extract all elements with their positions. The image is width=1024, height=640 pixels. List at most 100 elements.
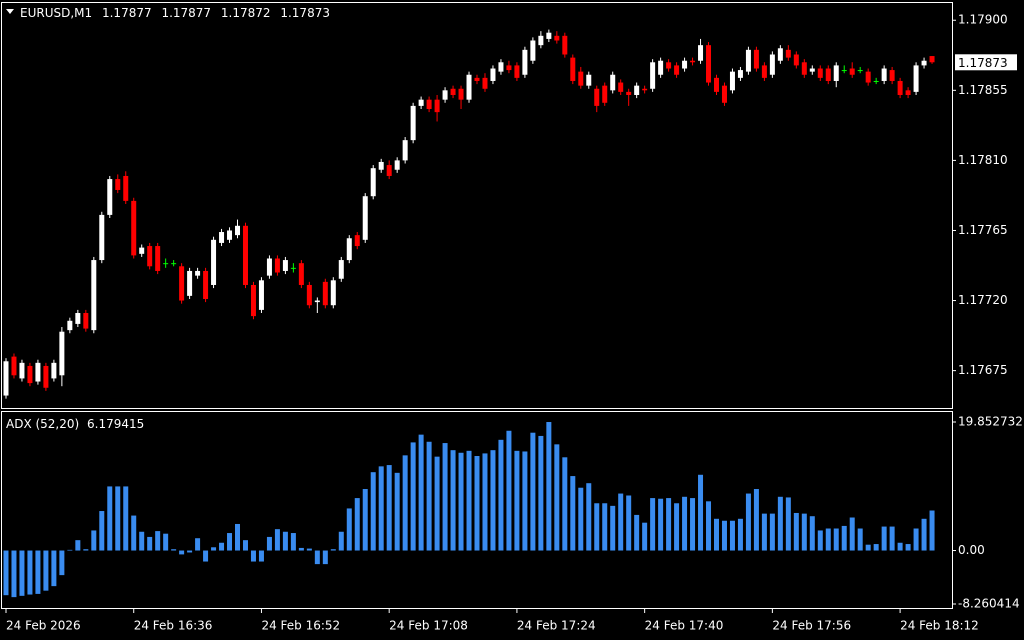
- candle-body: [690, 60, 696, 63]
- histogram-bar: [155, 531, 161, 551]
- candle-body: [737, 70, 743, 78]
- histogram-bar: [642, 522, 648, 551]
- histogram-bar: [690, 498, 696, 551]
- candle-body: [650, 62, 656, 89]
- histogram-bar: [131, 515, 137, 551]
- high-price: 1.17877: [161, 6, 211, 20]
- candle-body: [777, 48, 783, 61]
- candle-body: [378, 161, 384, 170]
- candle-body: [19, 362, 25, 379]
- candle-body: [266, 258, 272, 276]
- histogram-bar: [777, 496, 783, 551]
- candle-body: [506, 65, 512, 71]
- symbol-menu-arrow[interactable]: [6, 9, 14, 14]
- histogram-bar: [3, 550, 9, 596]
- histogram-bar: [721, 520, 727, 551]
- histogram-bar: [59, 550, 65, 576]
- candle-body: [211, 239, 217, 285]
- histogram-bar: [330, 549, 336, 551]
- histogram-bar: [889, 526, 895, 551]
- candle-body: [642, 88, 648, 91]
- y-tick-label: 1.17900: [958, 13, 1008, 27]
- histogram-bar: [698, 474, 704, 551]
- candle-body: [219, 232, 225, 243]
- candle-body: [921, 60, 927, 66]
- candle-body: [227, 230, 233, 240]
- histogram-bar: [211, 547, 217, 551]
- histogram-bar: [298, 547, 304, 551]
- histogram-bar: [881, 526, 887, 551]
- histogram-bar: [873, 544, 879, 551]
- candle-body: [83, 313, 89, 329]
- histogram-bar: [682, 496, 688, 551]
- histogram-bar: [258, 550, 264, 562]
- candle-body: [546, 32, 552, 39]
- histogram-bar: [586, 483, 592, 551]
- candle-body: [107, 179, 113, 215]
- candle-body: [682, 60, 688, 69]
- candle-body: [450, 88, 456, 95]
- candle-body: [634, 85, 640, 95]
- candle-body: [801, 62, 807, 75]
- candle-body: [442, 90, 448, 100]
- candle-body: [666, 62, 672, 69]
- candle-body: [115, 179, 121, 190]
- symbol: EURUSD,M1: [20, 6, 92, 20]
- x-tick-label: 24 Feb 16:52: [261, 619, 340, 633]
- candle-body: [346, 238, 352, 261]
- candle-body: [706, 45, 712, 83]
- histogram-bar: [227, 533, 233, 551]
- histogram-bar: [857, 528, 863, 551]
- candle-body: [179, 266, 185, 301]
- candle-body: [873, 80, 879, 82]
- candle-body: [578, 71, 584, 86]
- candle-body: [131, 200, 137, 256]
- candle-body: [91, 260, 97, 331]
- candle-body: [721, 85, 727, 103]
- histogram-bar: [849, 517, 855, 551]
- histogram-bar: [793, 512, 799, 551]
- histogram-bar: [522, 451, 528, 551]
- histogram-bar: [282, 531, 288, 551]
- histogram-bar: [354, 498, 360, 551]
- y-tick-label: 1.17720: [958, 293, 1008, 307]
- histogram-bar: [274, 529, 280, 551]
- candle-body: [658, 60, 664, 75]
- candle-body: [466, 74, 472, 100]
- candle-body: [474, 77, 480, 81]
- x-tick-label: 24 Feb 17:56: [772, 619, 851, 633]
- x-tick-label: 24 Feb 17:08: [389, 619, 468, 633]
- candle-body: [881, 68, 887, 81]
- candle-body: [761, 65, 767, 78]
- histogram-bar: [75, 540, 81, 551]
- histogram-bar: [506, 430, 512, 551]
- y-tick-label: 1.17810: [958, 153, 1008, 167]
- y-tick-label: 1.17765: [958, 223, 1008, 237]
- histogram-bar: [266, 536, 272, 551]
- indicator-value: 6.179415: [87, 417, 144, 431]
- histogram-bar: [769, 513, 775, 551]
- histogram-bar: [434, 456, 440, 551]
- candle-body: [322, 281, 328, 306]
- histogram-bar: [538, 435, 544, 551]
- histogram-bar: [83, 549, 89, 551]
- current-price-box: [955, 54, 1017, 71]
- histogram-bar: [570, 476, 576, 551]
- histogram-bar: [666, 498, 672, 551]
- candle-body: [769, 54, 775, 75]
- histogram-bar: [809, 516, 815, 551]
- y-tick-label: 1.17675: [958, 363, 1008, 377]
- candle-body: [889, 70, 895, 81]
- candle-body: [147, 246, 153, 267]
- histogram-bar: [242, 540, 248, 551]
- candle-body: [849, 68, 855, 75]
- histogram-bar: [386, 465, 392, 551]
- histogram-bar: [626, 495, 632, 551]
- candle-body: [418, 99, 424, 106]
- candle-body: [306, 284, 312, 306]
- histogram-bar: [250, 550, 256, 562]
- candle-body: [929, 56, 935, 63]
- histogram-bar: [394, 472, 400, 551]
- candle-body: [586, 74, 592, 86]
- candle-body: [514, 65, 520, 78]
